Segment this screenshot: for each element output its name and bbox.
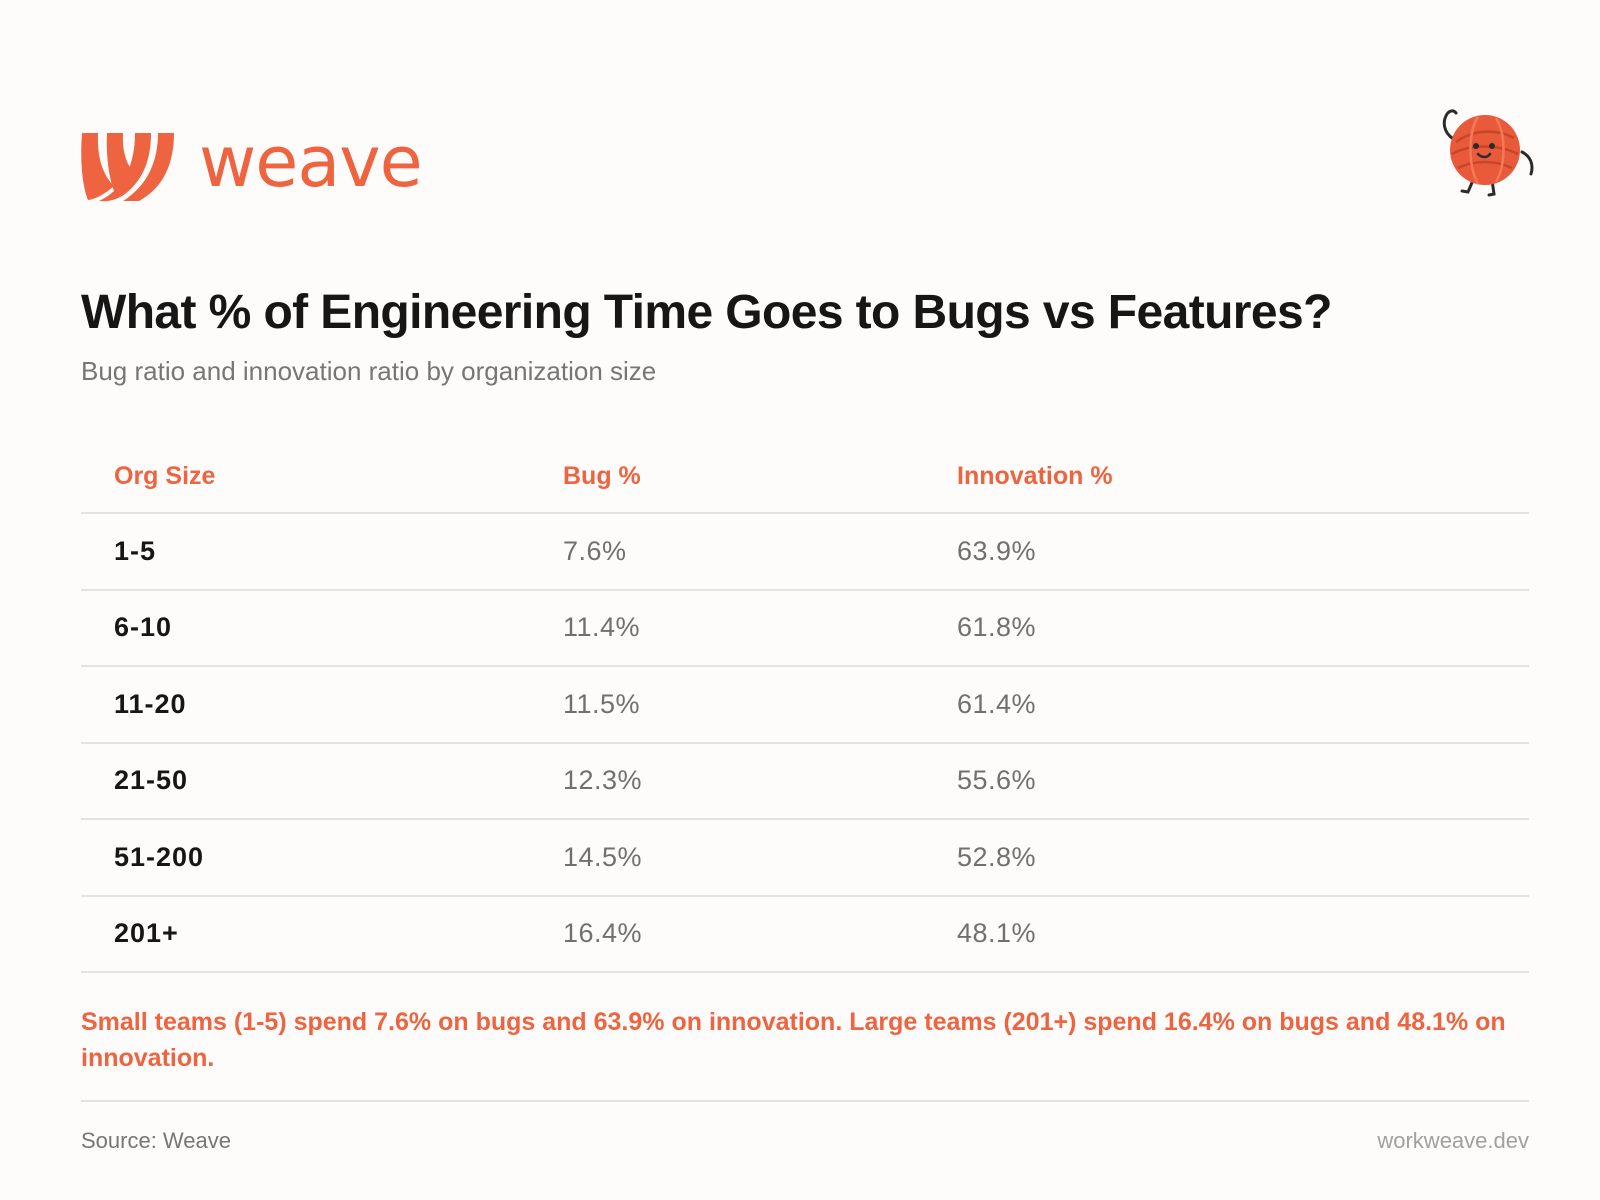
brand-wordmark: weave [199, 121, 423, 203]
insight-text: Small teams (1-5) spend 7.6% on bugs and… [81, 1008, 1506, 1072]
org-size-cell: 11-20 [114, 688, 187, 719]
data-table: Org Size Bug % Innovation % 1-5 7.6% 63.… [81, 440, 1529, 973]
source-label: Source: Weave [81, 1128, 232, 1153]
column-header-bug: Bug % [563, 461, 641, 490]
table-header: Org Size Bug % Innovation % [81, 440, 1529, 514]
bug-percent-cell: 14.5% [563, 841, 643, 872]
bug-percent-cell: 12.3% [563, 765, 643, 796]
table-row: 6-10 11.4% 61.8% [81, 591, 1529, 667]
innovation-percent-cell: 55.6% [957, 765, 1037, 796]
org-size-cell: 6-10 [114, 612, 173, 643]
innovation-percent-cell: 61.4% [957, 688, 1037, 719]
table-row: 11-20 11.5% 61.4% [81, 667, 1529, 744]
innovation-percent-cell: 48.1% [957, 918, 1037, 949]
bug-percent-cell: 7.6% [563, 535, 627, 566]
bug-percent-cell: 11.4% [563, 612, 641, 643]
org-size-cell: 21-50 [114, 765, 189, 796]
brand-logo: weave [81, 121, 423, 203]
column-header-org-size: Org Size [114, 461, 216, 490]
column-header-innovation: Innovation % [957, 461, 1113, 490]
footer-divider [81, 1100, 1529, 1102]
bug-percent-cell: 16.4% [563, 918, 643, 949]
table-row: 21-50 12.3% 55.6% [81, 744, 1529, 820]
org-size-cell: 1-5 [114, 535, 157, 566]
org-size-cell: 51-200 [114, 841, 205, 872]
innovation-percent-cell: 61.8% [957, 612, 1037, 643]
table-row: 51-200 14.5% 52.8% [81, 820, 1529, 897]
yarn-ball-mascot-icon [1442, 109, 1534, 197]
table-row: 1-5 7.6% 63.9% [81, 514, 1529, 591]
bug-percent-cell: 11.5% [563, 688, 641, 719]
weave-logo-icon [81, 133, 174, 202]
innovation-percent-cell: 63.9% [957, 535, 1037, 566]
site-link[interactable]: workweave.dev [1377, 1128, 1529, 1153]
chart-subtitle: Bug ratio and innovation ratio by organi… [81, 356, 657, 386]
table-row: 201+ 16.4% 48.1% [81, 897, 1529, 973]
chart-title: What % of Engineering Time Goes to Bugs … [81, 286, 1332, 339]
org-size-cell: 201+ [114, 918, 179, 949]
innovation-percent-cell: 52.8% [957, 841, 1037, 872]
